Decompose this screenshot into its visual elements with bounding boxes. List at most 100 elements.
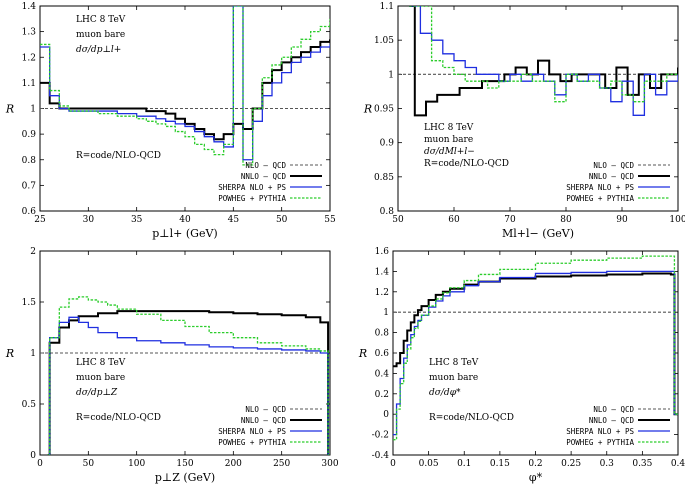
y-tick-label: 0.8 <box>22 156 37 166</box>
annotation-text: LHC 8 TeV <box>429 358 479 368</box>
y-tick-label: 0.8 <box>375 329 390 339</box>
legend-label: NLO – QCD <box>245 161 286 170</box>
x-tick-label: 40 <box>179 215 191 225</box>
x-tick-label: 0.25 <box>561 459 581 469</box>
annotation-text: muon bare <box>424 135 473 145</box>
y-axis-label: R <box>358 347 367 360</box>
y-tick-label: 1.05 <box>374 36 394 46</box>
legend-label: POWHEG + PYTHIA <box>218 194 286 203</box>
y-tick-label: -0.2 <box>372 431 389 441</box>
legend-label: SHERPA NLO + PS <box>218 183 286 192</box>
x-tick-label: 200 <box>225 459 242 469</box>
y-tick-label: 0.9 <box>22 130 37 140</box>
series-line-black <box>47 310 330 455</box>
x-axis-label: p⊥Z (GeV) <box>155 471 215 484</box>
x-tick-label: 55 <box>324 215 336 225</box>
legend-label: NLO – QCD <box>245 405 286 414</box>
x-tick-label: 80 <box>560 215 572 225</box>
chart-panel-4: 0 0.05 0.1 0.15 0.2 0.25 0.3 0.35 0.4 -0.4 -0.2 0 0.… <box>358 247 685 484</box>
x-tick-label: 0 <box>390 459 396 469</box>
annotation-text: dσ/dMl+l− <box>424 147 475 157</box>
y-tick-label: 1.5 <box>22 298 37 308</box>
y-tick-label: 0.95 <box>374 105 394 115</box>
y-tick-label: 1.4 <box>22 2 37 12</box>
legend-label: SHERPA NLO + PS <box>218 427 286 436</box>
y-tick-label: 0 <box>30 451 36 461</box>
y-tick-label: 0.6 <box>22 207 37 217</box>
legend-label: NNLO – QCD <box>241 172 287 181</box>
x-tick-label: 0.35 <box>632 459 652 469</box>
x-tick-label: 35 <box>131 215 143 225</box>
y-tick-label: 1.3 <box>22 28 37 38</box>
legend-label: NNLO – QCD <box>589 416 635 425</box>
y-axis-label: R <box>5 103 14 116</box>
series-line-black <box>409 6 678 117</box>
x-tick-label: 100 <box>128 459 145 469</box>
x-tick-label: 90 <box>616 215 628 225</box>
y-tick-label: 0.85 <box>374 173 394 183</box>
y-tick-label: 1 <box>30 349 36 359</box>
annotation-text: LHC 8 TeV <box>76 358 126 368</box>
y-tick-label: 0 <box>383 410 389 420</box>
x-tick-label: 70 <box>504 215 516 225</box>
plot-frame <box>397 5 679 212</box>
x-tick-label: 50 <box>276 215 288 225</box>
x-tick-label: 0.15 <box>490 459 510 469</box>
x-tick-label: 150 <box>176 459 193 469</box>
x-tick-label: 50 <box>392 215 404 225</box>
series-group <box>40 6 330 166</box>
annotation-text: muon bare <box>429 373 478 383</box>
y-tick-label: 1.1 <box>22 79 36 89</box>
x-tick-label: 30 <box>83 215 95 225</box>
series-group <box>393 255 678 441</box>
legend-label: NLO – QCD <box>593 161 634 170</box>
series-line-black <box>40 39 330 141</box>
x-tick-label: 250 <box>273 459 290 469</box>
annotation-text: muon bare <box>76 373 125 383</box>
y-axis-label: R <box>363 103 372 116</box>
annotation-text: R=code/NLO-QCD <box>429 413 514 423</box>
y-tick-label: 1.1 <box>380 2 394 12</box>
y-tick-label: 1.2 <box>375 288 389 298</box>
y-tick-label: 0.9 <box>380 139 395 149</box>
legend-label: SHERPA NLO + PS <box>566 183 634 192</box>
series-group <box>398 6 678 117</box>
x-tick-label: 45 <box>228 215 240 225</box>
x-tick-label: 60 <box>448 215 460 225</box>
y-tick-label: 0.2 <box>375 390 389 400</box>
y-tick-label: 0.5 <box>22 400 37 410</box>
legend-label: POWHEG + PYTHIA <box>566 438 634 447</box>
x-axis-label: φ* <box>529 471 543 484</box>
y-tick-label: 1.4 <box>375 267 390 277</box>
chart-panel-2: 50 60 70 80 90 100 0.8 0.85 0.9 0.95 1 1.05 1.1 Ml+l−… <box>363 2 685 240</box>
x-tick-label: 0.4 <box>671 459 685 469</box>
x-tick-label: 50 <box>83 459 95 469</box>
x-axis-label: Ml+l− (GeV) <box>502 227 574 240</box>
annotation-text: LHC 8 TeV <box>76 15 126 25</box>
series-line-green <box>47 296 330 455</box>
y-tick-label: 0.8 <box>380 207 395 217</box>
y-axis-label: R <box>5 347 14 360</box>
x-tick-label: 0.2 <box>528 459 542 469</box>
annotation-text: R=code/NLO-QCD <box>424 159 509 169</box>
x-tick-label: 100 <box>669 215 685 225</box>
annotation-text: dσ/dφ* <box>429 388 461 398</box>
y-tick-label: 0.7 <box>22 181 37 191</box>
annotation-text: LHC 8 TeV <box>424 123 474 133</box>
y-tick-label: 1 <box>383 308 389 318</box>
y-tick-label: 1 <box>30 105 36 115</box>
y-tick-label: 0.4 <box>375 369 390 379</box>
x-tick-label: 0 <box>37 459 43 469</box>
x-tick-label: 0.1 <box>457 459 471 469</box>
x-axis-label: p⊥l+ (GeV) <box>152 227 217 240</box>
chart-panel-1: 25 30 35 40 45 50 55 0.6 0.7 0.8 0.9 1 1.1 1.2 1.3 1.4 p… <box>5 2 336 240</box>
y-tick-label: 0.6 <box>375 349 390 359</box>
y-tick-label: 2 <box>30 247 36 257</box>
annotation-text: R=code/NLO-QCD <box>76 413 161 423</box>
x-tick-label: 0.3 <box>600 459 615 469</box>
annotation-text: muon bare <box>76 30 125 40</box>
series-line-green <box>393 255 678 441</box>
annotation-text: dσ/dp⊥Z <box>76 388 118 398</box>
legend-label: NNLO – QCD <box>241 416 287 425</box>
